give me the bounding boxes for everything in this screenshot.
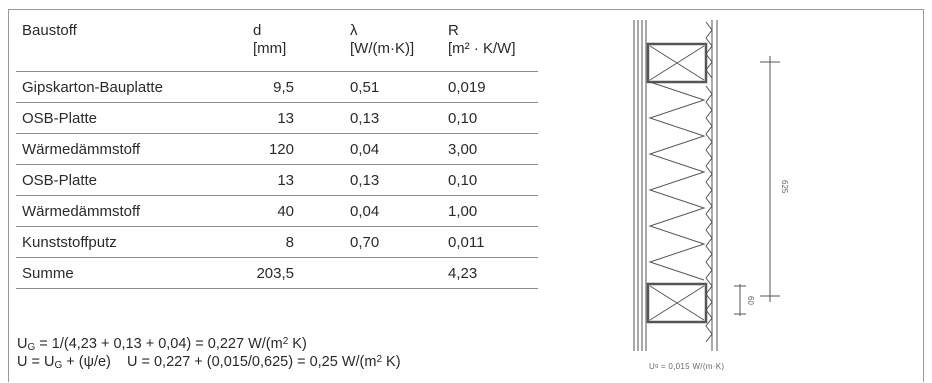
dimension-label-main: 625 <box>780 180 789 194</box>
cell-r: 1,00 <box>448 195 538 227</box>
cell-d: 9,5 <box>253 71 350 103</box>
table-row: Wärmedämmstoff 40 0,04 1,00 <box>16 195 538 227</box>
cell-r: 0,019 <box>448 71 538 103</box>
header-baustoff: Baustoff <box>22 22 77 39</box>
header-d: d [mm] <box>253 22 287 57</box>
cell-r: 0,10 <box>448 164 538 196</box>
cell-d: 203,5 <box>253 257 350 289</box>
cell-material: Kunststoffputz <box>16 226 253 258</box>
wall-section-drawing: 625 60 <box>633 20 789 351</box>
formula-ug: UG = 1/(4,23 + 0,13 + 0,04) = 0,227 W/(m… <box>17 336 307 353</box>
table-row: OSB-Platte 13 0,13 0,10 <box>16 102 538 134</box>
cell-lambda: 0,70 <box>350 226 448 258</box>
cell-lambda: 0,51 <box>350 71 448 103</box>
cell-d: 13 <box>253 164 350 196</box>
cell-r: 0,10 <box>448 102 538 134</box>
stud-bottom <box>646 282 708 324</box>
cell-lambda: 0,04 <box>350 133 448 165</box>
stud-cross <box>649 45 705 81</box>
cell-d: 13 <box>253 102 350 134</box>
cell-r: 3,00 <box>448 133 538 165</box>
cell-material: Wärmedämmstoff <box>16 133 253 165</box>
cell-lambda: 0,04 <box>350 195 448 227</box>
cell-material: OSB-Platte <box>16 102 253 134</box>
cell-r: 4,23 <box>448 257 538 289</box>
cell-lambda <box>350 257 448 289</box>
stud-cross <box>649 285 705 321</box>
table-row: Wärmedämmstoff 120 0,04 3,00 <box>16 133 538 165</box>
table-row: Summe 203,5 4,23 <box>16 257 538 289</box>
cell-d: 8 <box>253 226 350 258</box>
cell-material: OSB-Platte <box>16 164 253 196</box>
document-frame <box>8 9 924 382</box>
cell-material: Wärmedämmstoff <box>16 195 253 227</box>
table-row: OSB-Platte 13 0,13 0,10 <box>16 164 538 196</box>
table-row: Gipskarton-Bauplatte 9,5 0,51 0,019 <box>16 71 538 103</box>
dimension-label-small: 60 <box>746 296 755 305</box>
table-row: Kunststoffputz 8 0,70 0,011 <box>16 226 538 258</box>
header-lambda: λ [W/(m·K)] <box>350 22 415 57</box>
insulation-hatch <box>705 85 713 343</box>
material-table: Baustoff d [mm] λ [W/(m·K)] R [m² · K/W]… <box>16 22 538 289</box>
insulation-hatch <box>648 81 706 281</box>
cell-lambda: 0,13 <box>350 164 448 196</box>
stud-top <box>646 42 708 84</box>
drawing-caption: Uᵍ = 0,015 W/(m·K) <box>649 362 725 371</box>
cell-material: Gipskarton-Bauplatte <box>16 71 253 103</box>
header-r: R [m² · K/W] <box>448 22 516 57</box>
cell-d: 40 <box>253 195 350 227</box>
cell-r: 0,011 <box>448 226 538 258</box>
cell-lambda: 0,13 <box>350 102 448 134</box>
table-header-row: Baustoff d [mm] λ [W/(m·K)] R [m² · K/W] <box>16 22 538 72</box>
cell-d: 120 <box>253 133 350 165</box>
insulation-hatch <box>705 21 713 79</box>
cell-material: Summe <box>16 257 253 289</box>
formula-u: U = UG + (ψ/e) U = 0,227 + (0,015/0,625)… <box>17 354 401 371</box>
